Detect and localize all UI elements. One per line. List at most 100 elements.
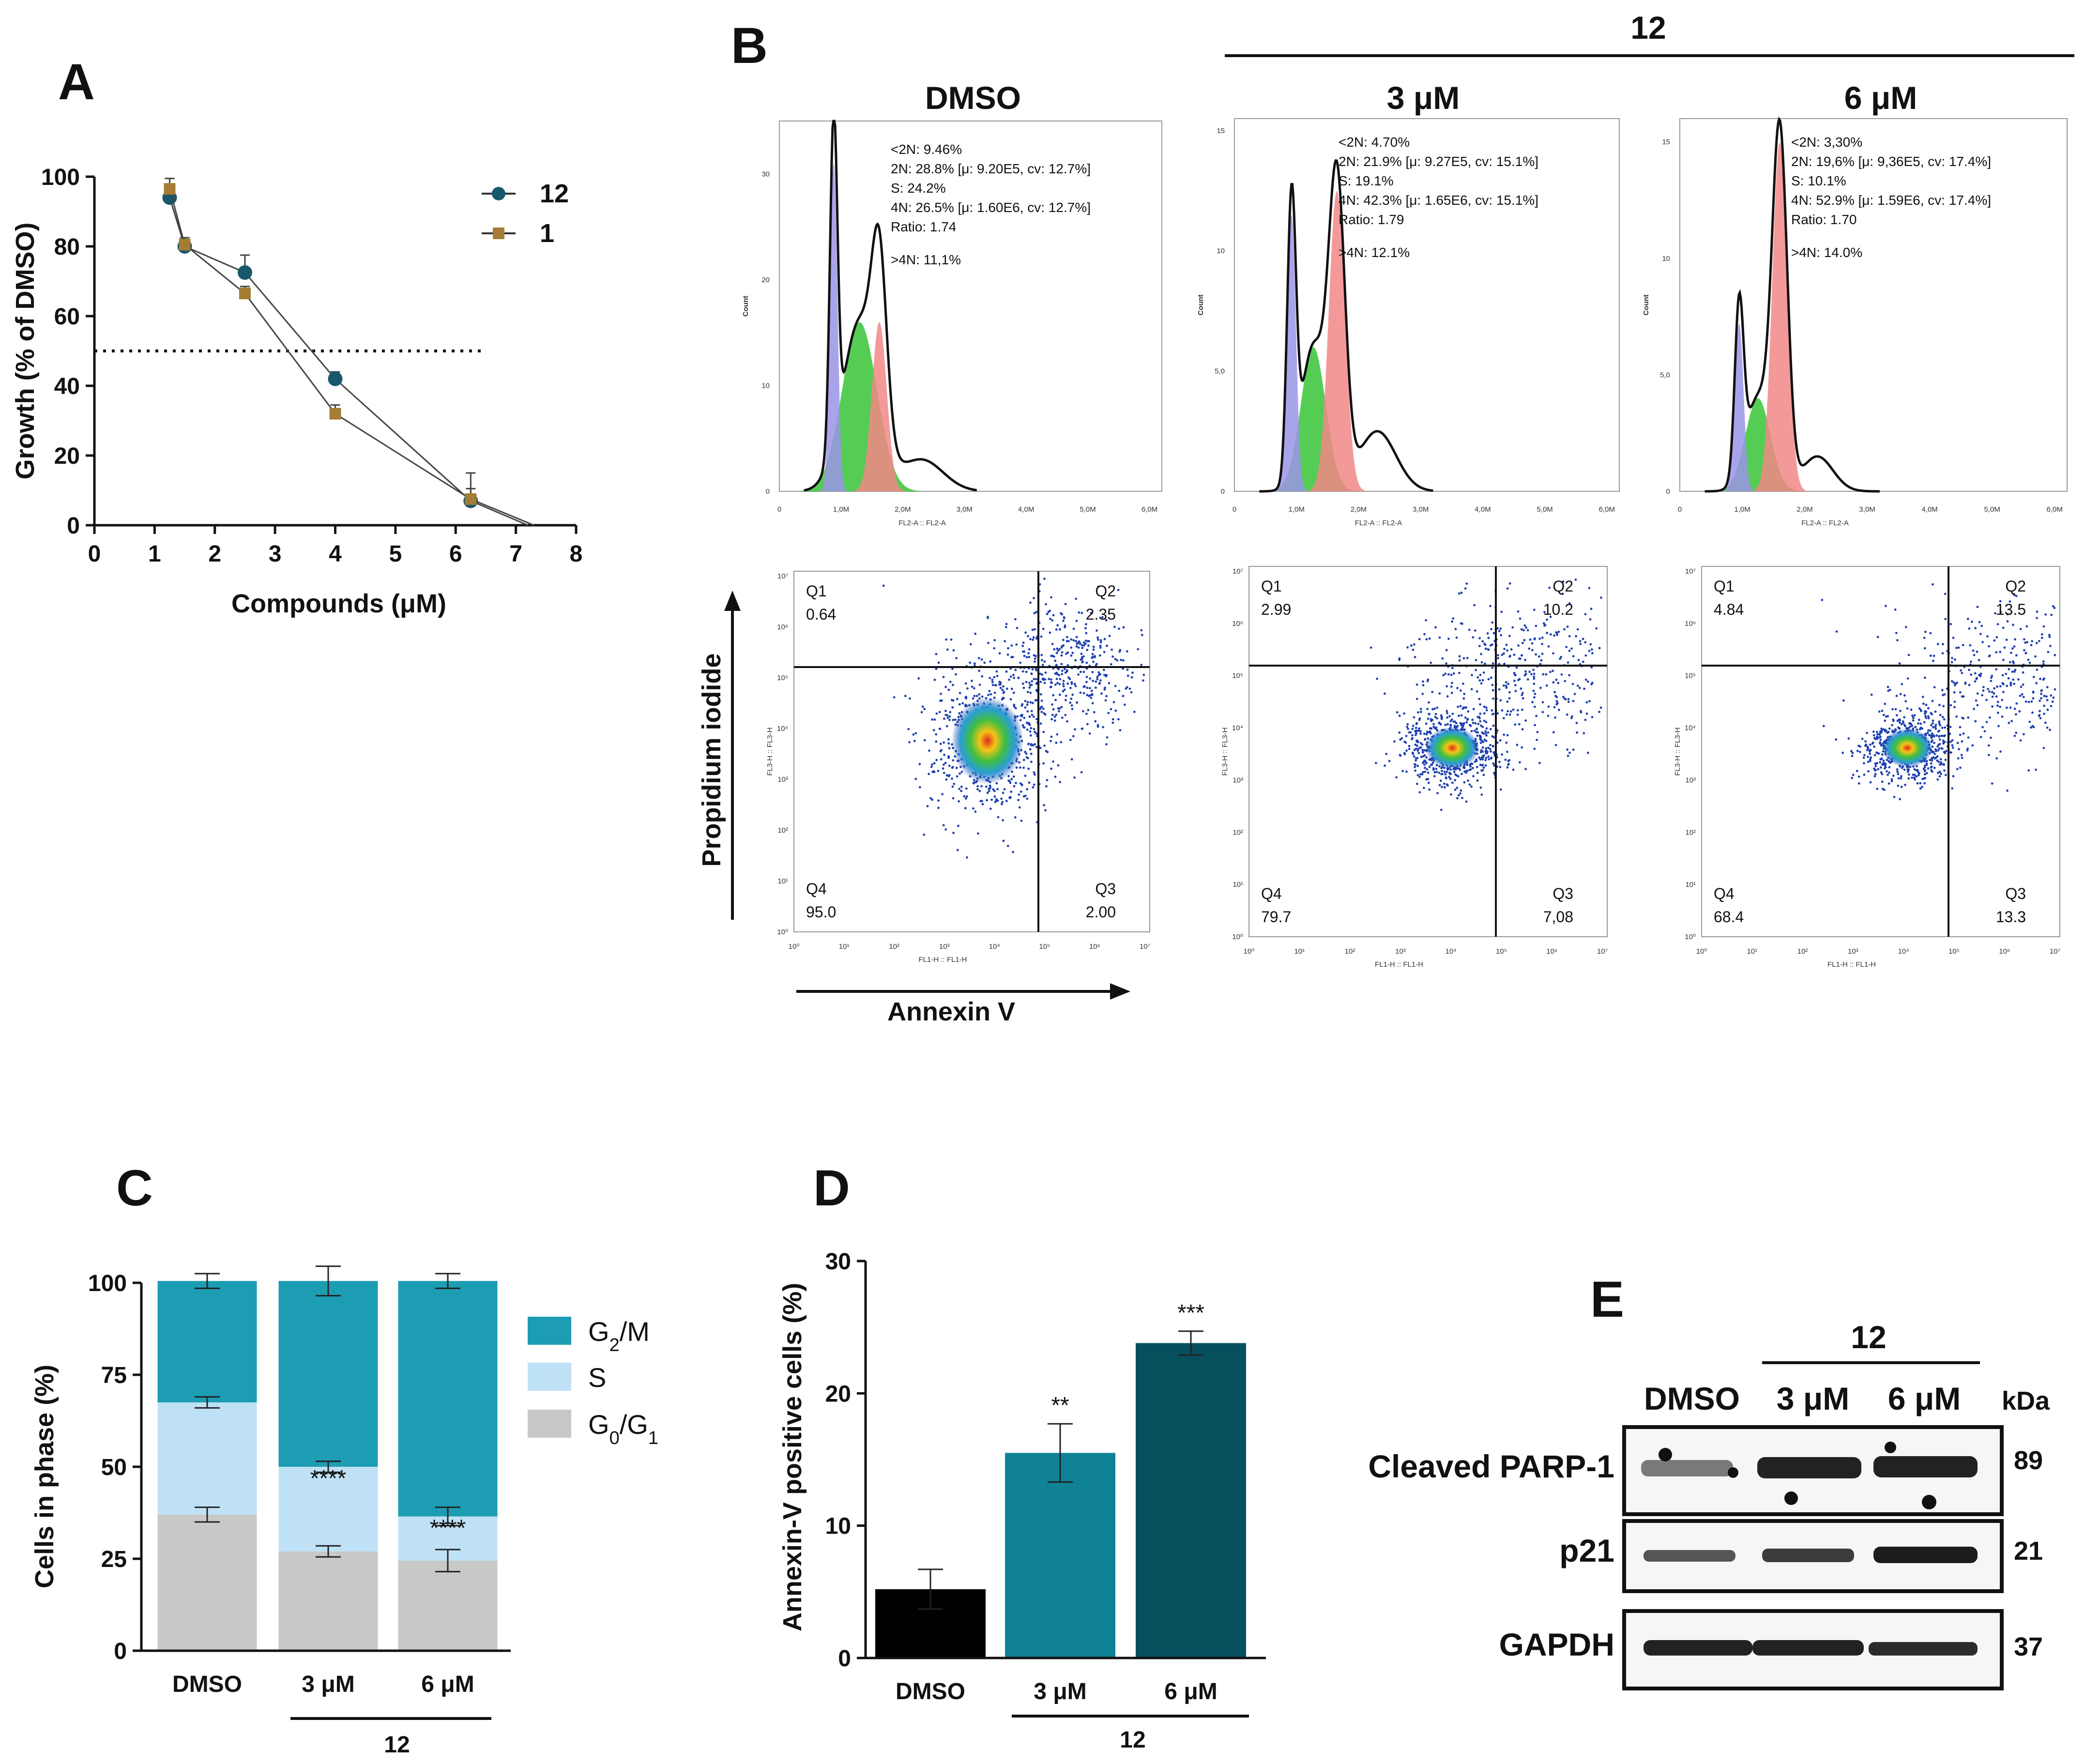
b-scatter-event <box>1529 638 1532 641</box>
b-scatter-event <box>973 695 976 698</box>
b-scatter-y-axis-label: FL3-H :: FL3-H <box>766 727 774 776</box>
b-scatter-event <box>1476 715 1479 718</box>
b-scatter-event <box>1113 625 1116 628</box>
b-scatter-event <box>1028 648 1031 651</box>
b-scatter-event <box>1472 722 1475 724</box>
b-scatter-event <box>2052 605 2055 608</box>
b-scatter-event <box>1891 708 1894 711</box>
b-scatter-event <box>1481 726 1484 729</box>
b-scatter-event <box>2035 682 2038 684</box>
b-scatter-event <box>1419 742 1422 745</box>
b-scatter-event <box>1064 626 1066 629</box>
b-scatter-event <box>1075 640 1077 642</box>
b-scatter-event <box>2013 734 2016 737</box>
b-hist-x-tick-label: 2,0M <box>895 505 911 514</box>
b-scatter-event <box>1020 704 1023 707</box>
b-scatter-event <box>947 775 950 777</box>
b-scatter-event <box>1503 717 1505 719</box>
b-scatter-event <box>1479 673 1482 676</box>
b-scatter-y-tick-label: 10⁰ <box>1685 933 1696 941</box>
b-scatter-event <box>1895 632 1898 634</box>
b-scatter-event <box>1027 757 1029 760</box>
b-scatter-event <box>1436 706 1439 709</box>
b-scatter-event <box>1873 754 1876 757</box>
b-scatter-event <box>1015 643 1018 646</box>
b-scatter-event <box>1991 691 1994 694</box>
b-scatter-event <box>1934 748 1937 751</box>
b-scatter-y-axis-label: FL3-H :: FL3-H <box>1674 727 1682 776</box>
b-scatter-event <box>1944 593 1947 595</box>
b-scatter-event <box>1099 673 1102 676</box>
b-scatter-event <box>1534 705 1536 708</box>
b-scatter-event <box>1455 636 1458 639</box>
b-scatter-x-tick-label: 10³ <box>1848 947 1858 956</box>
b-scatter-event <box>1473 604 1476 607</box>
b-scatter-event <box>1463 693 1466 695</box>
b-scatter-event <box>1521 746 1523 749</box>
b-scatter-event <box>1909 725 1912 728</box>
b-scatter-event <box>1865 743 1868 746</box>
b-scatter-event <box>1035 699 1038 701</box>
b-scatter-event <box>1090 689 1093 692</box>
b-scatter-event <box>1490 750 1492 753</box>
b-scatter-event <box>1491 713 1494 715</box>
b-scatter-event <box>1024 700 1027 702</box>
b-scatter-event <box>2019 628 2022 630</box>
b-scatter-event <box>1066 720 1068 723</box>
b-scatter-event <box>1490 757 1493 760</box>
b-scatter-event <box>1400 737 1403 740</box>
b-scatter-event <box>1043 682 1046 684</box>
a-x-tick-label: 2 <box>208 541 221 567</box>
b-scatter-event <box>971 680 973 682</box>
b-scatter-event <box>1485 752 1488 754</box>
b-scatter-event <box>949 711 952 714</box>
b-hist-stat: >4N: 12.1% <box>1339 245 1410 260</box>
b-scatter-event <box>1405 749 1408 752</box>
b-scatter-event <box>1050 596 1052 599</box>
b-scatter-event <box>975 695 978 698</box>
b-scatter-event <box>1476 728 1478 730</box>
b-scatter-event <box>1065 699 1067 701</box>
b-scatter-event <box>1035 678 1037 681</box>
b-scatter-event <box>1040 635 1043 638</box>
b-hist-peak-g2 <box>853 322 905 491</box>
b-scatter-event <box>1461 707 1464 710</box>
b-hist-x-tick-label: 4,0M <box>1475 505 1491 514</box>
b-scatter-event <box>912 733 915 736</box>
b-scatter-event <box>1856 749 1859 752</box>
b-scatter-event <box>935 733 938 736</box>
b-scatter-event <box>1111 655 1114 658</box>
b-scatter-event <box>1441 715 1443 718</box>
b-scatter-event <box>1506 587 1509 590</box>
b-scatter-event <box>1938 770 1941 773</box>
b-scatter-event <box>1912 774 1915 776</box>
b-scatter-event <box>1989 716 1991 719</box>
b-scatter-event <box>1936 778 1939 781</box>
b-scatter-event <box>1962 644 1964 646</box>
b-scatter-event <box>1560 673 1563 676</box>
b-hist-x-tick-label: 0 <box>1678 505 1682 514</box>
b-scatter-event <box>1427 771 1430 774</box>
b-hist-x-tick-label: 1,0M <box>1289 505 1305 514</box>
b-hist-x-tick-label: 6,0M <box>1141 505 1157 514</box>
b-scatter-event <box>1111 718 1114 721</box>
b-scatter-event <box>1519 761 1521 764</box>
b-scatter-event <box>1930 766 1933 769</box>
c-legend-swatch-s <box>528 1363 571 1391</box>
b-scatter-event <box>1895 695 1898 697</box>
b-scatter-event <box>1426 768 1429 771</box>
b-scatter-event <box>943 772 945 775</box>
b-scatter-event <box>1892 775 1895 777</box>
b-scatter-event <box>1553 691 1556 694</box>
a-series-line-12 <box>169 197 529 526</box>
b-scatter-event <box>983 661 986 664</box>
b-scatter-event <box>1491 689 1494 692</box>
b-scatter-event <box>1508 713 1511 716</box>
b-scatter-event <box>959 772 961 775</box>
b-scatter-event <box>1903 724 1906 726</box>
b-scatter-event <box>961 702 964 705</box>
b-scatter-x-tick-label: 10⁶ <box>1089 943 1100 951</box>
b-scatter-event <box>1464 706 1467 709</box>
b-scatter-event <box>1483 642 1486 645</box>
b-scatter-event <box>1915 775 1918 778</box>
